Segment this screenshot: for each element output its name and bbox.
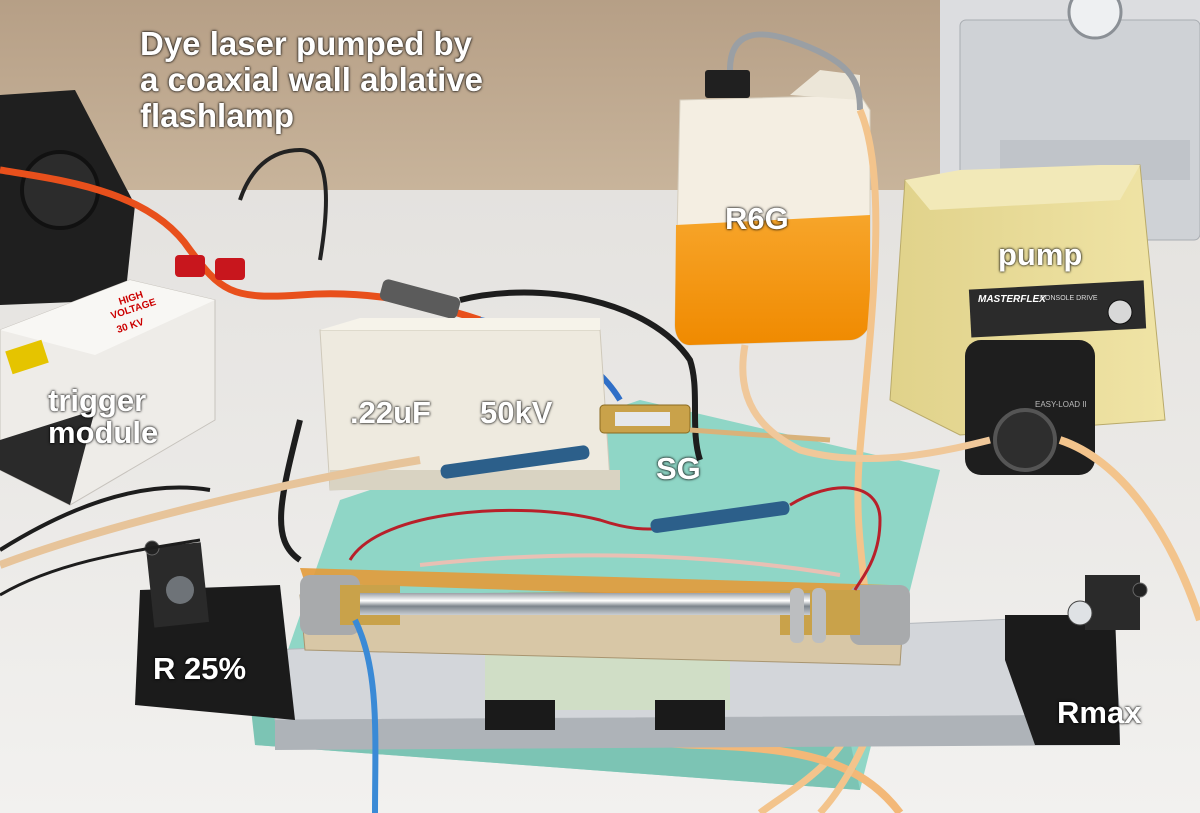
dye-jug xyxy=(674,31,871,346)
label-output-coupler: R 25% xyxy=(153,651,247,686)
title-line-1: Dye laser pumped by xyxy=(140,25,472,62)
mirror-mount-right xyxy=(1005,575,1148,745)
label-rear-mirror: Rmax xyxy=(1057,695,1142,730)
title-line-3: flashlamp xyxy=(140,97,295,134)
label-pump: pump xyxy=(998,237,1083,272)
pump-head-text: EASY-LOAD II xyxy=(1035,400,1087,409)
pump-model-text: CONSOLE DRIVE xyxy=(1040,295,1098,302)
label-spark-gap: SG xyxy=(656,451,701,486)
flashlamp-assembly xyxy=(299,568,910,666)
label-voltage: 50kV xyxy=(480,395,553,430)
label-capacitance: .22uF xyxy=(350,395,431,430)
title-line-2: a coaxial wall ablative xyxy=(140,61,484,98)
capacitor-box xyxy=(319,318,620,491)
label-trigger-line-2: module xyxy=(48,415,159,450)
photo-title: Dye laser pumped by a coaxial wall ablat… xyxy=(140,26,483,134)
trigger-module-box: HIGH VOLTAGE 30 KV xyxy=(0,279,216,506)
label-trigger-module: trigger module xyxy=(48,385,158,449)
mirror-mount-left xyxy=(135,540,295,720)
label-trigger-line-1: trigger xyxy=(48,383,147,418)
pump-brand-text: MASTERFLEX xyxy=(978,294,1047,305)
label-r6g: R6G xyxy=(725,201,789,236)
